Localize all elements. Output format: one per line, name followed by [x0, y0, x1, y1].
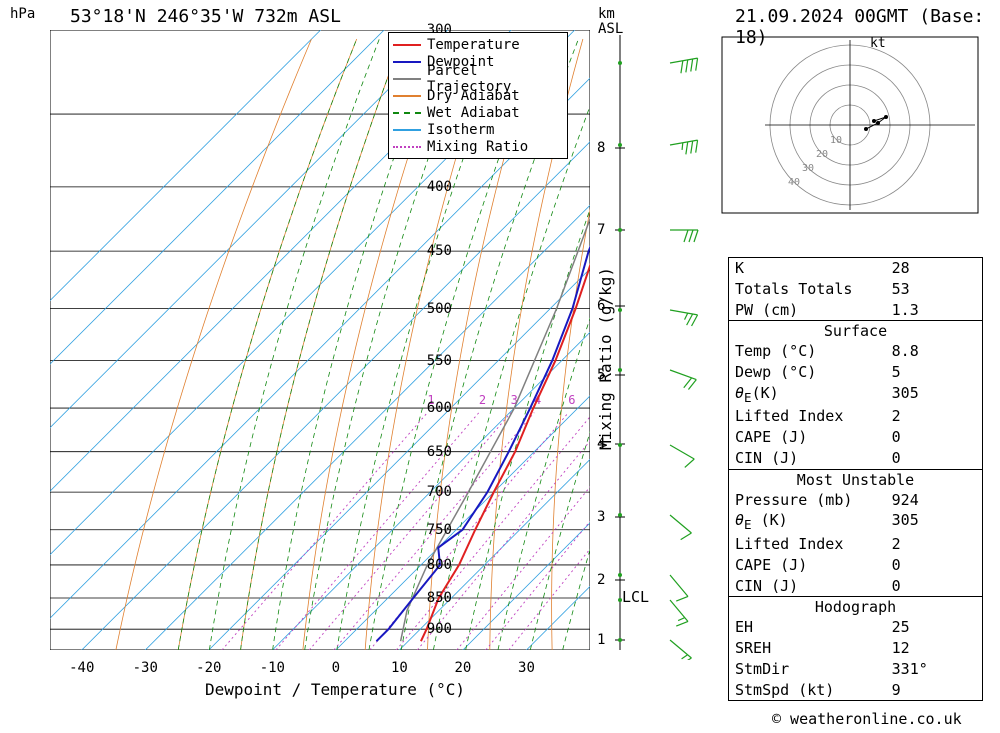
index-row: Pressure (mb)924	[729, 490, 982, 511]
km-tick: 1	[597, 632, 605, 648]
svg-text:10: 10	[830, 135, 842, 146]
km-tick: 6	[597, 298, 605, 314]
index-row: Dewp (°C)5	[729, 362, 982, 383]
section-header: Most Unstable	[729, 469, 982, 490]
pressure-tick: 400	[412, 179, 452, 195]
x-axis-label: Dewpoint / Temperature (°C)	[160, 680, 510, 699]
km-tick: 5	[597, 367, 605, 383]
main-container: hPa km ASL 53°18'N 246°35'W 732m ASL 21.…	[0, 0, 1000, 733]
hodograph-panel: 10203040	[720, 35, 980, 215]
temp-tick: 10	[379, 660, 419, 676]
index-row: Lifted Index2	[729, 406, 982, 427]
mixing-ratio-label: Mixing Ratio (g/kg)	[596, 267, 615, 450]
index-row: SREH12	[729, 638, 982, 659]
index-row: CIN (J)0	[729, 448, 982, 469]
km-tick: 4	[597, 436, 605, 452]
temp-tick: -40	[62, 660, 102, 676]
svg-text:20: 20	[816, 149, 828, 160]
km-tick: 2	[597, 572, 605, 588]
km-label: km	[598, 6, 615, 22]
legend-item: Temperature	[393, 36, 563, 53]
index-row: Temp (°C)8.8	[729, 341, 982, 362]
section-header: Surface	[729, 320, 982, 341]
index-row: K28	[729, 258, 982, 279]
svg-text:6: 6	[568, 393, 575, 407]
index-row: PW (cm)1.3	[729, 300, 982, 321]
temp-tick: 0	[316, 660, 356, 676]
pressure-tick: 850	[412, 590, 452, 606]
station-title: 53°18'N 246°35'W 732m ASL	[70, 6, 341, 27]
svg-text:30: 30	[802, 163, 814, 174]
pressure-tick: 450	[412, 243, 452, 259]
legend-item: Parcel Trajectory	[393, 70, 563, 87]
km-tick: 3	[597, 509, 605, 525]
svg-text:40: 40	[788, 177, 800, 188]
hodograph-plot: 10203040	[720, 35, 980, 215]
temp-tick: -20	[189, 660, 229, 676]
index-row: EH25	[729, 617, 982, 638]
legend-item: Isotherm	[393, 121, 563, 138]
index-row: θE (K)305	[729, 510, 982, 534]
temp-tick: 20	[443, 660, 483, 676]
pressure-tick: 550	[412, 353, 452, 369]
index-row: θE(K)305	[729, 383, 982, 407]
pressure-tick: 900	[412, 621, 452, 637]
km-tick: 8	[597, 140, 605, 156]
indices-table: K28Totals Totals53PW (cm)1.3SurfaceTemp …	[728, 257, 983, 701]
temp-tick: -30	[125, 660, 165, 676]
pressure-tick: 700	[412, 484, 452, 500]
pressure-tick: 600	[412, 400, 452, 416]
pressure-tick: 750	[412, 522, 452, 538]
km-tick: 7	[597, 222, 605, 238]
svg-text:2: 2	[479, 393, 486, 407]
index-row: CAPE (J)0	[729, 555, 982, 576]
pressure-tick: 650	[412, 444, 452, 460]
hpa-label: hPa	[10, 6, 35, 22]
temp-tick: -10	[252, 660, 292, 676]
temp-tick: 30	[506, 660, 546, 676]
index-row: StmSpd (kt)9	[729, 680, 982, 701]
legend-item: Mixing Ratio	[393, 138, 563, 155]
legend-item: Wet Adiabat	[393, 104, 563, 121]
index-row: CAPE (J)0	[729, 427, 982, 448]
index-row: CIN (J)0	[729, 576, 982, 597]
copyright-footer: © weatheronline.co.uk	[772, 710, 962, 728]
altitude-axis	[615, 30, 705, 660]
index-row: Lifted Index2	[729, 534, 982, 555]
svg-text:3: 3	[511, 393, 518, 407]
pressure-tick: 500	[412, 301, 452, 317]
pressure-tick: 800	[412, 557, 452, 573]
index-row: StmDir331°	[729, 659, 982, 680]
index-row: Totals Totals53	[729, 279, 982, 300]
section-header: Hodograph	[729, 596, 982, 617]
legend-box: TemperatureDewpointParcel TrajectoryDry …	[388, 32, 568, 159]
